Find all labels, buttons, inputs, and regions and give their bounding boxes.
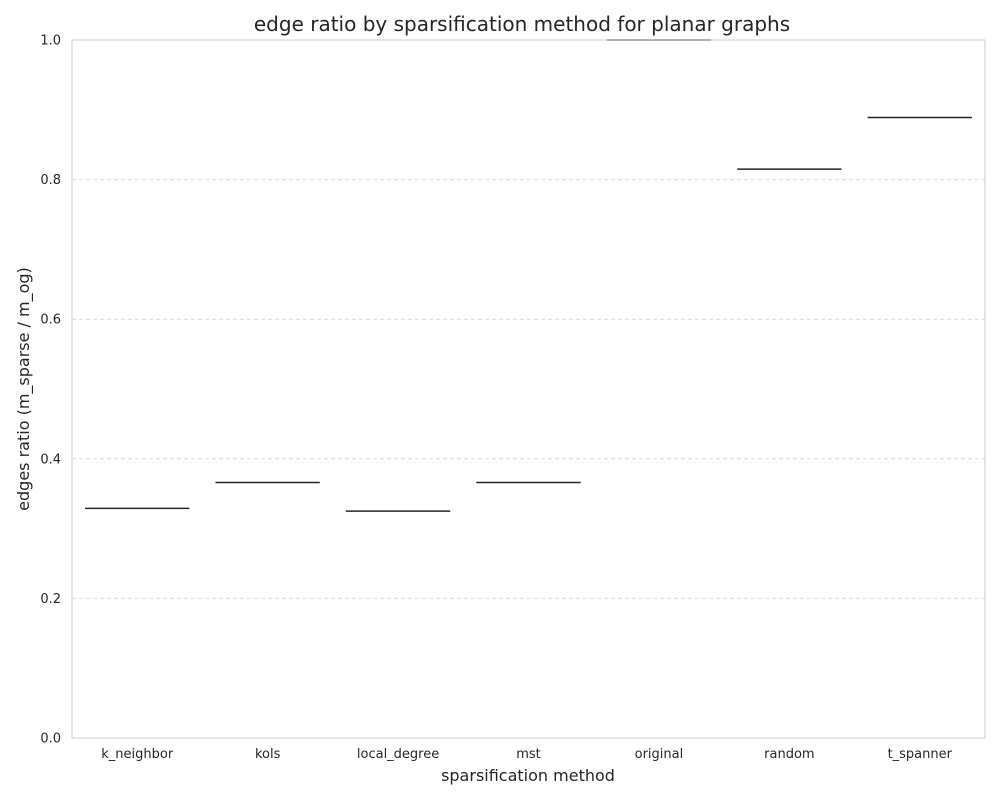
x-tick-label: local_degree [357, 747, 439, 762]
gridlines [72, 179, 985, 599]
x-axis-label: sparsification method [441, 766, 615, 785]
x-axis-ticks: k_neighbor kols local_degree mst original ran… [101, 747, 952, 762]
y-axis-ticks: 0.0 0.2 0.4 0.6 0.8 1.0 [40, 34, 61, 747]
x-tick-label: t_spanner [888, 747, 953, 762]
x-tick-label: k_neighbor [101, 747, 174, 762]
y-tick-label: 0.8 [40, 173, 61, 188]
y-axis-label: edges ratio (m_sparse / m_og) [14, 267, 34, 511]
medians [85, 39, 972, 512]
plot-frame [71, 39, 986, 739]
x-tick-label: kols [255, 747, 281, 762]
x-tick-label: mst [516, 747, 541, 762]
x-tick-label: original [635, 747, 684, 762]
y-tick-label: 1.0 [40, 34, 61, 49]
y-tick-label: 0.2 [40, 592, 61, 607]
chart-title: edge ratio by sparsification method for … [254, 12, 790, 36]
y-tick-label: 0.6 [40, 313, 61, 328]
x-tick-label: random [764, 747, 814, 762]
y-tick-label: 0.0 [40, 732, 61, 747]
y-tick-label: 0.4 [40, 452, 61, 467]
